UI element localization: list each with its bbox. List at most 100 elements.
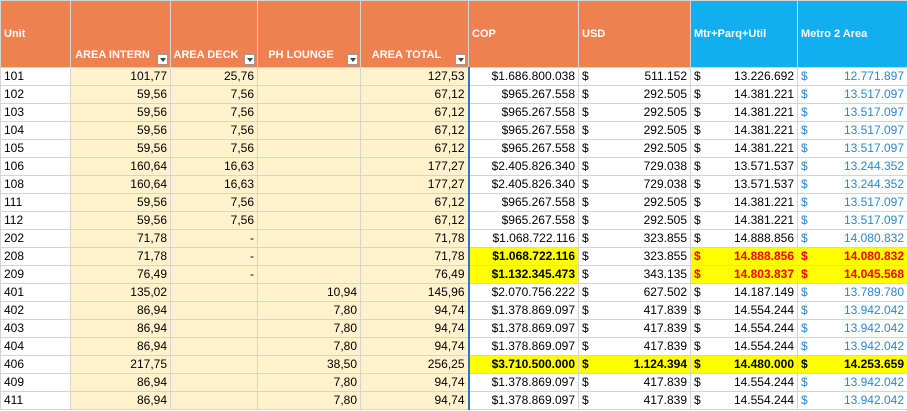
cell: $13.517.097 [797,211,907,230]
currency-symbol: $ [801,69,808,83]
cell: 409 [0,373,71,392]
cell: $417.839 [578,319,691,338]
cell: 76,49 [70,265,171,284]
cell-value: 292.505 [643,123,687,137]
cell [170,283,258,302]
cell: 202 [0,229,71,248]
cell-value: 76,49 [434,267,465,281]
cell: $13.942.042 [797,319,907,338]
cell [170,373,258,392]
currency-symbol: $ [694,249,701,263]
currency-symbol: $ [694,303,701,317]
cell-value: $1.132.345.473 [491,267,575,281]
currency-cell: $14.480.000 [694,357,794,373]
table-row: 403 86,94 7,80 94,74 $1.378.869.097 $417.839 $… [0,319,907,338]
cell-value: $965.267.558 [501,123,575,137]
cell: 71,78 [70,247,171,266]
cell [257,193,361,212]
currency-symbol: $ [582,231,589,245]
cell: $14.554.244 [690,337,798,356]
cell: $13.517.097 [797,193,907,212]
currency-cell: $14.253.659 [801,357,904,373]
cell: $13.571.537 [690,175,798,194]
cell: 103 [0,103,71,122]
cell: 177,27 [360,175,469,194]
cell-value: 627.502 [643,285,687,299]
filter-button[interactable] [347,54,358,65]
cell-value: 59,56 [136,105,167,119]
cell: $13.789.780 [797,283,907,302]
column-header: AREA TOTAL [360,0,469,68]
cell-value: $2.405.826.340 [491,177,575,191]
currency-cell: $729.038 [582,177,687,193]
cell [170,319,258,338]
cell: $511.152 [578,67,691,86]
currency-symbol: $ [801,123,808,137]
cell [257,139,361,158]
currency-cell: $13.571.537 [694,177,794,193]
currency-cell: $292.505 [582,123,687,139]
cell-value: 14.803.837 [733,267,794,281]
cell-value: 14.381.221 [733,141,794,155]
filter-button[interactable] [455,54,466,65]
cell-value: 417.839 [643,393,687,407]
cell-value: 13.571.537 [733,159,794,173]
cell-value: 13.517.097 [843,195,904,209]
table-row: 402 86,94 7,80 94,74 $1.378.869.097 $417.839 $… [0,301,907,320]
cell-value: 67,12 [434,105,465,119]
currency-symbol: $ [801,105,808,119]
currency-symbol: $ [582,87,589,101]
cell: 67,12 [360,211,469,230]
cell: $965.267.558 [467,85,579,104]
cell-value: - [250,249,254,263]
table-row: 102 59,56 7,56 67,12 $965.267.558 $292.505 $14… [0,85,907,104]
cell: $14.554.244 [690,319,798,338]
cell-value: 417.839 [643,303,687,317]
currency-symbol: $ [801,267,808,281]
cell: 7,56 [170,193,258,212]
cell: $292.505 [578,85,691,104]
currency-symbol: $ [801,87,808,101]
cell-value: 7,80 [333,321,357,335]
cell: $14.381.221 [690,139,798,158]
currency-symbol: $ [694,69,701,83]
cell: $14.381.221 [690,85,798,104]
filter-button[interactable] [244,54,255,65]
column-header: Unit [0,0,71,68]
currency-cell: $511.152 [582,69,687,85]
currency-symbol: $ [801,195,808,209]
cell-value: $965.267.558 [501,141,575,155]
currency-cell: $14.381.221 [694,123,794,139]
cell: $13.517.097 [797,139,907,158]
cell-value: 14.554.244 [733,339,794,353]
currency-cell: $323.855 [582,231,687,247]
cell-value: 7,80 [333,339,357,353]
cell-value: 14.554.244 [733,393,794,407]
cell: 177,27 [360,157,469,176]
cell-value: 13.517.097 [843,123,904,137]
cell-value: 177,27 [427,177,465,191]
cell-value: 38,50 [326,357,357,371]
currency-symbol: $ [694,375,701,389]
currency-cell: $417.839 [582,321,687,337]
cell-value: $1.378.869.097 [491,321,575,335]
cell: $965.267.558 [467,193,579,212]
cell: - [170,229,258,248]
cell-value: 256,25 [427,357,465,371]
currency-cell: $323.855 [582,249,687,265]
currency-cell: $14.080.832 [801,231,904,247]
table-row: 106 160,64 16,63 177,27 $2.405.826.340 $729.0… [0,157,907,176]
table-row: 208 71,78-71,78 $1.068.722.116 $323.855 $14.… [0,247,907,266]
currency-symbol: $ [694,159,701,173]
filter-button[interactable] [157,54,168,65]
cell-value: $965.267.558 [501,213,575,227]
currency-cell: $14.381.221 [694,195,794,211]
cell: $965.267.558 [467,139,579,158]
cell-value: 217,75 [130,357,167,371]
cell: $14.803.837 [690,265,798,284]
cell [257,157,361,176]
cell-value: 103 [4,105,25,119]
currency-cell: $14.888.856 [694,249,794,265]
cell-value: 71,78 [136,231,167,245]
